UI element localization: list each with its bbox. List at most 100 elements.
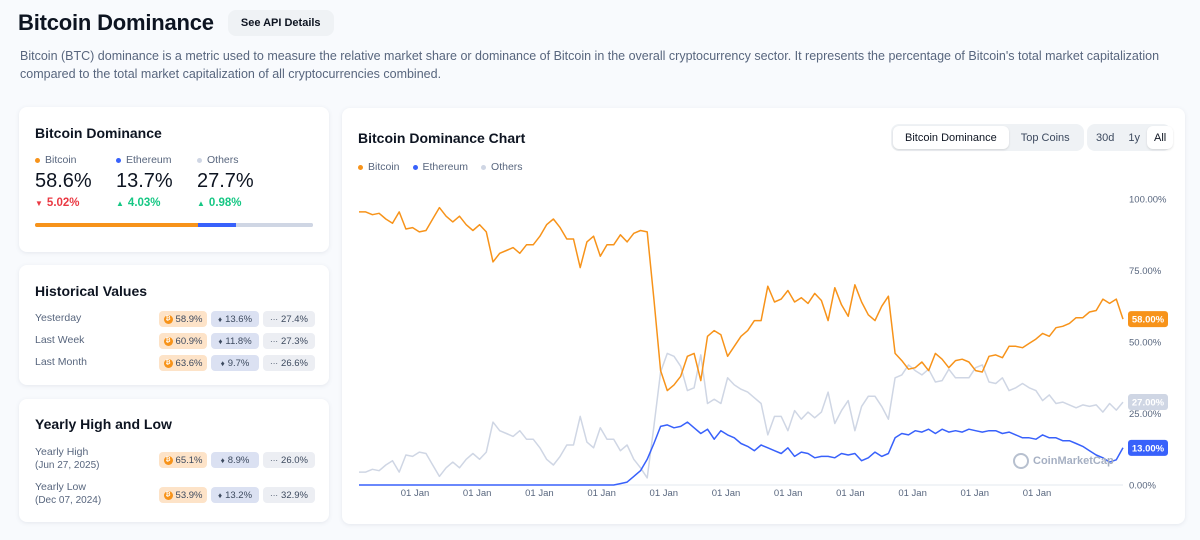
- dominance-item-label: Bitcoin: [45, 154, 77, 166]
- coinmarketcap-watermark: CoinMarketCap: [1013, 453, 1114, 469]
- ethereum-icon: ♦: [217, 490, 223, 500]
- pill-text: 60.9%: [175, 335, 203, 347]
- legend-dot: [358, 164, 363, 170]
- time-range-switcher: 30d 1y All: [1087, 124, 1174, 151]
- value-pills: ₿ 53.9% ♦ 13.2% ··· 32.9%: [155, 487, 315, 503]
- tab-top-coins[interactable]: Top Coins: [1020, 131, 1070, 144]
- range-all-button[interactable]: All: [1146, 126, 1174, 149]
- tab-bitcoin-dominance[interactable]: Bitcoin Dominance: [893, 126, 1009, 149]
- bitcoin-value-pill: ₿ 65.1%: [159, 452, 207, 468]
- dominance-item-value: 27.7%: [197, 170, 254, 192]
- dominance-item-value: 58.6%: [35, 170, 92, 192]
- ethereum-icon: ♦: [220, 455, 225, 465]
- yearly-row: Yearly Low (Dec 07, 2024) ₿ 53.9% ♦ 13.2% ··· 3…: [35, 480, 315, 510]
- bitcoin-value-pill: ₿ 58.9%: [159, 311, 207, 327]
- x-tick-label: 01 Jan: [898, 488, 927, 499]
- pill-text: 8.9%: [227, 454, 250, 466]
- legend-item-bitcoin[interactable]: Bitcoin: [358, 161, 400, 173]
- pill-text: 53.9%: [175, 489, 203, 501]
- historical-row: Yesterday ₿ 58.9% ♦ 13.6% ··· 27.4%: [35, 311, 315, 327]
- ethereum-icon: ♦: [218, 336, 223, 346]
- caret-down-icon: ▼: [35, 198, 43, 208]
- dominance-item-others: Others 27.7% ▲ 0.98%: [197, 154, 278, 209]
- ethereum-value-pill: ♦ 8.9%: [211, 452, 259, 468]
- share-segment-ethereum: [197, 223, 236, 227]
- yearly-row-label: Yearly High (Jun 27, 2025): [35, 445, 100, 473]
- dominance-item-label: Ethereum: [126, 154, 172, 166]
- chart-tab-switcher: Bitcoin Dominance Top Coins: [891, 124, 1084, 151]
- dominance-item-change: ▲ 0.98%: [197, 197, 278, 209]
- coinmarketcap-logo-icon: [1013, 453, 1029, 469]
- yearly-row: Yearly High (Jun 27, 2025) ₿ 65.1% ♦ 8.9% ··· 2…: [35, 445, 315, 475]
- dominance-columns: Bitcoin 58.6% ▼ 5.02% Ethereum 13.7% ▲ 4.03% Oth…: [35, 154, 278, 209]
- pill-text: 27.4%: [281, 313, 308, 325]
- y-tick-label: 25.00%: [1129, 409, 1162, 420]
- chart-legend: Bitcoin Ethereum Others: [358, 161, 536, 173]
- yearly-row-label: Yearly Low (Dec 07, 2024): [35, 480, 101, 508]
- others-value-pill: ··· 32.9%: [263, 487, 315, 503]
- end-value-badge: [1128, 394, 1168, 411]
- historical-values-card: Historical Values Yesterday ₿ 58.9% ♦ 13.6% ·…: [19, 265, 329, 385]
- see-api-details-button[interactable]: See API Details: [227, 10, 334, 36]
- dominance-item-name: Bitcoin: [35, 154, 116, 166]
- more-icon: ···: [270, 358, 279, 368]
- pill-text: 11.8%: [225, 335, 252, 347]
- pill-text: 63.6%: [175, 357, 203, 369]
- end-value-badge: [1128, 311, 1168, 328]
- historical-card-title: Historical Values: [35, 283, 148, 299]
- dominance-chart[interactable]: 0.00% 25.00% 50.00% 75.00% 100.00% 01 Jan 01 J…: [342, 108, 1185, 524]
- yearly-row-date: (Jun 27, 2025): [35, 460, 100, 471]
- dominance-item-change: ▼ 5.02%: [35, 197, 116, 209]
- historical-row-label: Last Month: [35, 356, 87, 368]
- end-value-label-others: 27.00%: [1128, 394, 1168, 411]
- page-title: Bitcoin Dominance: [18, 10, 214, 35]
- more-icon: ···: [270, 490, 279, 500]
- ethereum-value-pill: ♦ 11.8%: [211, 333, 259, 349]
- dominance-item-name: Ethereum: [116, 154, 197, 166]
- ethereum-icon: ♦: [217, 314, 223, 324]
- historical-row-label: Yesterday: [35, 312, 82, 324]
- pill-text: 27.3%: [281, 335, 308, 347]
- legend-item-ethereum[interactable]: Ethereum: [412, 161, 468, 173]
- range-30d-button[interactable]: 30d: [1096, 131, 1115, 144]
- yearly-row-title: Yearly High: [35, 446, 89, 458]
- pill-text: 26.6%: [281, 357, 308, 369]
- ethereum-value-pill: ♦ 13.6%: [211, 311, 259, 327]
- legend-label: Others: [491, 161, 523, 173]
- y-tick-label: 50.00%: [1129, 338, 1162, 349]
- end-value-text: 27.00%: [1132, 398, 1165, 409]
- end-value-label-ethereum: 13.00%: [1128, 439, 1168, 456]
- y-tick-label: 75.00%: [1129, 266, 1162, 277]
- yearly-high-low-card: Yearly High and Low Yearly High (Jun 27, …: [19, 399, 329, 522]
- yearly-row-date: (Dec 07, 2024): [35, 495, 102, 506]
- more-icon: ···: [270, 314, 279, 324]
- share-segment-bitcoin: [35, 223, 198, 227]
- x-tick-label: 01 Jan: [712, 488, 741, 499]
- caret-up-icon: ▲: [116, 198, 124, 208]
- pill-text: 32.9%: [281, 489, 308, 501]
- dominance-summary-card: Bitcoin Dominance Bitcoin 58.6% ▼ 5.02% Ethe…: [19, 107, 329, 252]
- dominance-item-ethereum: Ethereum 13.7% ▲ 4.03%: [116, 154, 197, 209]
- y-tick-label: 100.00%: [1129, 195, 1167, 206]
- end-value-badge: [1128, 439, 1168, 456]
- others-value-pill: ··· 27.4%: [263, 311, 315, 327]
- series-line-others: [359, 352, 1124, 479]
- x-tick-label: 01 Jan: [401, 488, 430, 499]
- ethereum-icon: ♦: [220, 358, 225, 368]
- others-value-pill: ··· 26.6%: [263, 355, 315, 371]
- x-tick-label: 01 Jan: [463, 488, 492, 499]
- share-segment-others: [235, 223, 313, 227]
- legend-dot: [481, 164, 487, 170]
- dominance-share-bar: [35, 223, 313, 227]
- dominance-item-bitcoin: Bitcoin 58.6% ▼ 5.02%: [35, 154, 116, 209]
- change-value: 4.03%: [127, 197, 161, 209]
- bitcoin-icon: ₿: [163, 490, 173, 500]
- legend-dot: [412, 164, 418, 170]
- caret-up-icon: ▲: [197, 198, 205, 208]
- legend-item-others[interactable]: Others: [481, 161, 523, 173]
- range-1y-button[interactable]: 1y: [1128, 131, 1140, 144]
- x-tick-label: 01 Jan: [525, 488, 554, 499]
- chart-title: Bitcoin Dominance Chart: [358, 130, 526, 146]
- yearly-card-title: Yearly High and Low: [35, 416, 172, 432]
- bitcoin-value-pill: ₿ 53.9%: [159, 487, 207, 503]
